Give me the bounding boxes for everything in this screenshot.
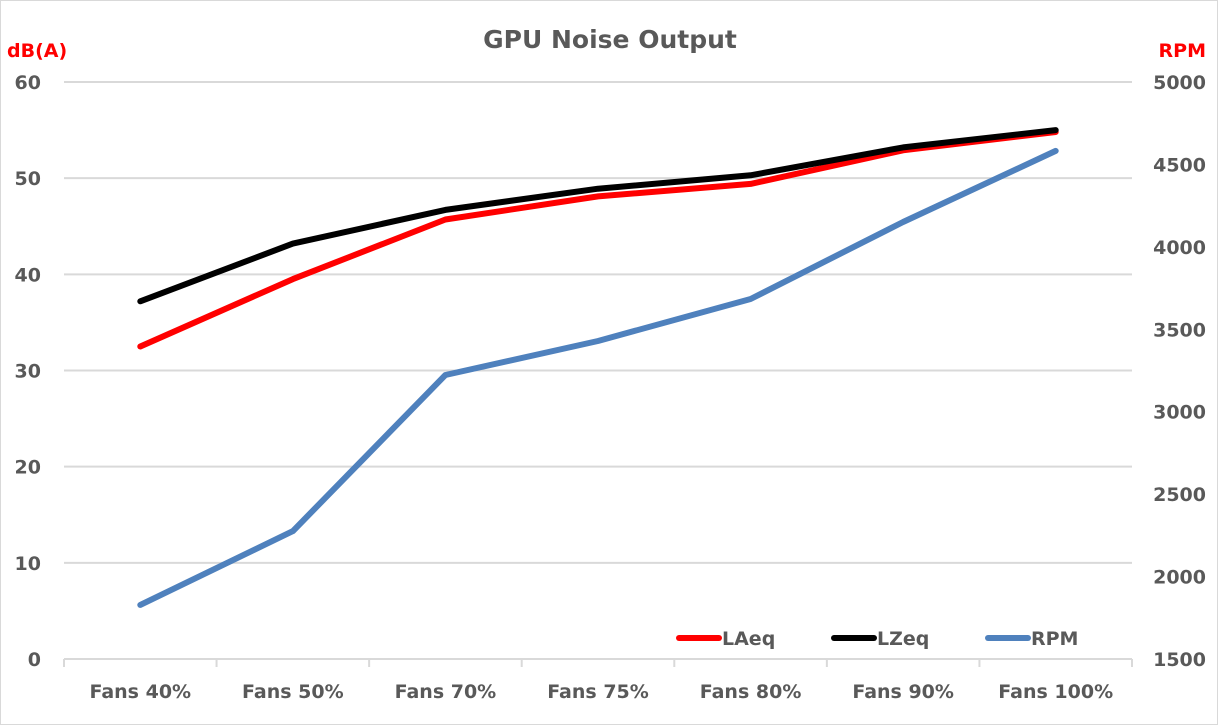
y2-tick-label: 1500 (1153, 649, 1206, 671)
y-tick-label: 20 (15, 457, 41, 479)
legend: LAeq LZeq RPM (676, 628, 1078, 650)
legend-label-laeq: LAeq (722, 628, 775, 650)
y-tick-label: 10 (15, 553, 41, 575)
x-tick-label: Fans 50% (242, 681, 344, 703)
y-axis-title: dB(A) (7, 40, 67, 62)
legend-label-rpm: RPM (1031, 628, 1078, 650)
y-tick-label: 50 (15, 168, 41, 190)
x-tick-label: Fans 70% (395, 681, 497, 703)
y-tick-label: 60 (15, 72, 41, 94)
y2-tick-label: 5000 (1153, 72, 1206, 94)
x-tick-label: Fans 40% (89, 681, 191, 703)
y-tick-label: 40 (15, 264, 41, 286)
y-axis-ticks: 0 10 20 30 40 50 60 (15, 72, 41, 671)
x-tick-label: Fans 80% (700, 681, 802, 703)
y2-tick-label: 4000 (1153, 237, 1206, 259)
y-tick-label: 30 (15, 361, 41, 383)
gridlines (63, 81, 1133, 667)
chart-title: GPU Noise Output (483, 25, 737, 54)
y2-tick-label: 2500 (1153, 484, 1206, 506)
y2-axis-ticks: 1500 2000 2500 3000 3500 4000 4500 5000 (1153, 72, 1206, 671)
y2-tick-label: 2000 (1153, 567, 1206, 589)
y2-tick-label: 3000 (1153, 402, 1206, 424)
series-lines (137, 127, 1059, 608)
legend-label-lzeq: LZeq (877, 628, 929, 650)
series-line-laeq (137, 129, 1059, 350)
series-line-lzeq (137, 127, 1059, 305)
x-tick-label: Fans 90% (852, 681, 954, 703)
x-tick-label: Fans 75% (547, 681, 649, 703)
y2-tick-label: 3500 (1153, 319, 1206, 341)
y2-tick-label: 4500 (1153, 154, 1206, 176)
y2-axis-title: RPM (1159, 40, 1206, 62)
x-axis-ticks: Fans 40% Fans 50% Fans 70% Fans 75% Fans 80%… (89, 681, 1113, 703)
series-line-rpm (137, 147, 1059, 608)
x-tick-label: Fans 100% (998, 681, 1113, 703)
y-tick-label: 0 (28, 649, 41, 671)
